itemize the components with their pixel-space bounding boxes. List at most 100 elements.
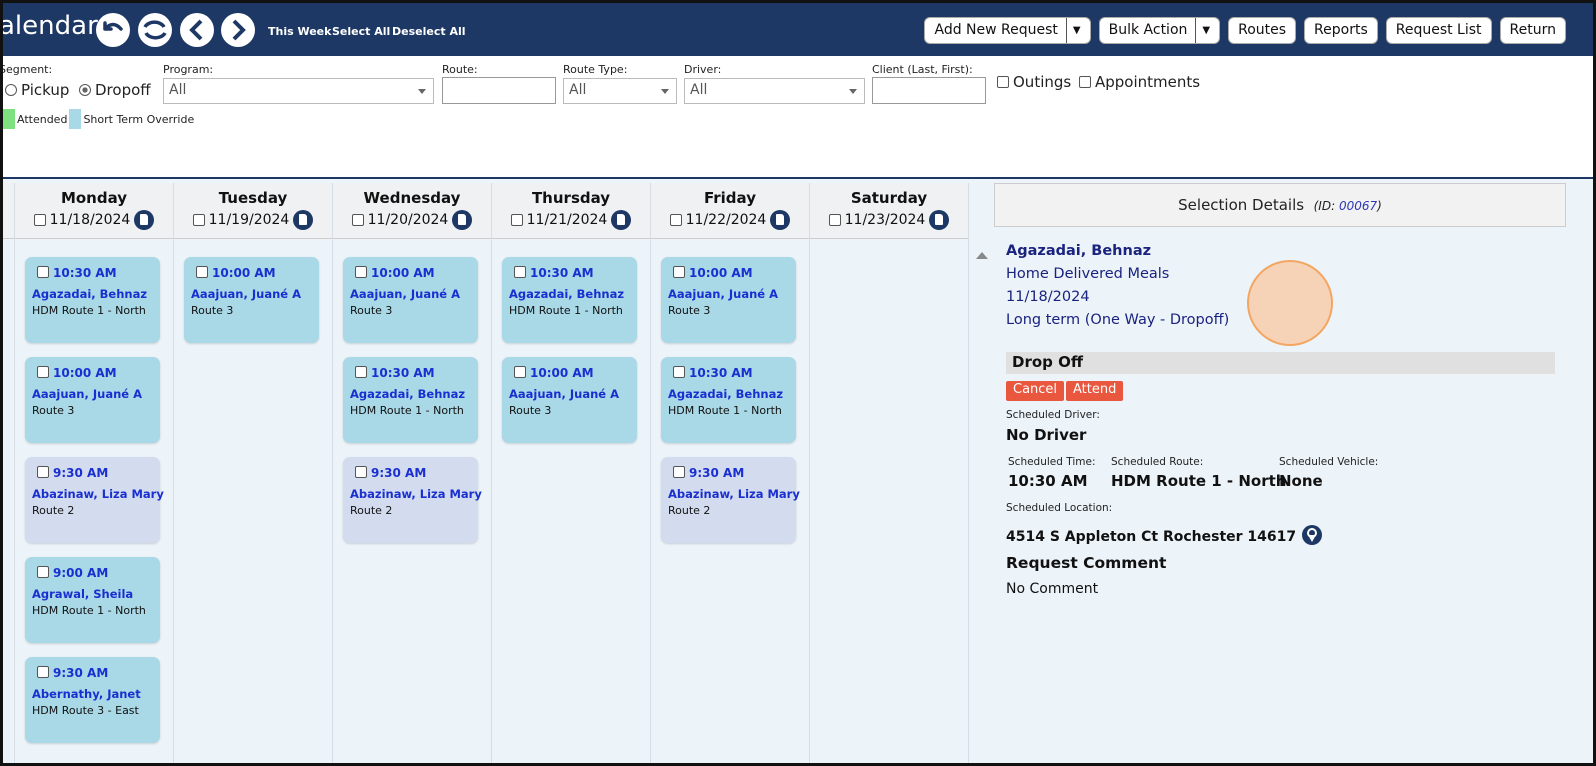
- day-header: Thursday 11/21/2024: [492, 183, 650, 239]
- appointment-card[interactable]: 9:30 AM Abazinaw, Liza Mary Route 2: [343, 457, 482, 543]
- appointment-card[interactable]: 9:30 AM Abazinaw, Liza Mary Route 2: [661, 457, 800, 543]
- location-value: 4514 S Appleton Ct Rochester 14617: [1006, 524, 1323, 546]
- day-checkbox[interactable]: [669, 214, 682, 226]
- route-type-select[interactable]: All: [563, 78, 677, 104]
- card-checkbox[interactable]: [37, 366, 49, 378]
- appointment-card[interactable]: 9:30 AM Abazinaw, Liza Mary Route 2: [25, 457, 164, 543]
- card-time-text: 10:30 AM: [53, 266, 117, 280]
- header-button[interactable]: Bulk Action ▼: [1098, 17, 1221, 44]
- card-route: Route 2: [350, 504, 393, 517]
- dropdown-caret[interactable]: ▼: [1195, 18, 1210, 43]
- field-value: HDM Route 1 - North: [1111, 472, 1287, 490]
- select-all-link[interactable]: Select All: [332, 25, 391, 38]
- header-button[interactable]: Add New Request ▼: [924, 17, 1091, 44]
- card-checkbox[interactable]: [355, 366, 367, 378]
- this-week-link[interactable]: This Week: [268, 25, 332, 38]
- card-time-text: 9:30 AM: [689, 466, 745, 480]
- map-pin[interactable]: [1301, 524, 1323, 546]
- route-input[interactable]: [442, 77, 556, 104]
- day-checkbox[interactable]: [33, 214, 46, 226]
- card-time-text: 9:30 AM: [371, 466, 427, 480]
- comment-text: No Comment: [1006, 581, 1099, 597]
- day-date-text: 11/18/2024: [49, 212, 131, 228]
- day-doc-icon[interactable]: [293, 210, 314, 230]
- card-route: HDM Route 1 - North: [668, 404, 782, 417]
- driver-select[interactable]: All: [684, 78, 865, 104]
- button-text: Reports: [1314, 22, 1368, 38]
- card-checkbox[interactable]: [37, 266, 49, 278]
- day-checkbox[interactable]: [828, 214, 841, 226]
- card-checkbox[interactable]: [196, 266, 208, 278]
- card-checkbox[interactable]: [514, 366, 526, 378]
- day-checkbox[interactable]: [510, 214, 523, 226]
- client-input[interactable]: [872, 77, 986, 104]
- pickup-option[interactable]: Pickup: [5, 81, 69, 99]
- appointment-card[interactable]: 10:00 AM Aaajuan, Juané A Route 3: [502, 357, 637, 443]
- appointment-card[interactable]: 10:00 AM Aaajuan, Juané A Route 3: [184, 257, 319, 343]
- cancel-button[interactable]: Cancel: [1006, 381, 1065, 401]
- appointment-card[interactable]: 9:00 AM Agrawal, Sheila HDM Route 1 - Nort…: [25, 557, 160, 643]
- card-time-text: 10:30 AM: [371, 366, 435, 380]
- appointment-card[interactable]: 10:00 AM Aaajuan, Juané A Route 3: [25, 357, 160, 443]
- program-select[interactable]: All: [163, 78, 434, 104]
- day-doc-icon[interactable]: [134, 210, 155, 230]
- appointment-card[interactable]: 10:30 AM Agazadai, Behnaz HDM Route 1 - No…: [661, 357, 796, 443]
- attend-button[interactable]: Attend: [1066, 381, 1124, 401]
- card-checkbox[interactable]: [673, 266, 685, 278]
- button-text: Request List: [1395, 22, 1482, 38]
- header-button[interactable]: Return: [1499, 17, 1566, 44]
- card-time-text: 9:30 AM: [53, 666, 109, 680]
- day-date-text: 11/23/2024: [844, 212, 926, 228]
- day-doc-icon[interactable]: [770, 210, 791, 230]
- header-button[interactable]: Routes: [1228, 17, 1297, 44]
- day-doc-icon[interactable]: [929, 210, 950, 230]
- outings-text: Outings: [1013, 73, 1072, 91]
- card-time-text: 10:30 AM: [689, 366, 753, 380]
- appointment-card[interactable]: 10:00 AM Aaajuan, Juané A Route 3: [661, 257, 796, 343]
- day-doc-icon[interactable]: [452, 210, 473, 230]
- details-client: Agazadai, Behnaz: [1006, 243, 1152, 259]
- card-checkbox[interactable]: [37, 666, 49, 678]
- pickup-text: Pickup: [21, 81, 70, 99]
- header-bar: alendar This Week Select All Deselect Al…: [3, 3, 1593, 56]
- appointments-checkbox[interactable]: Appointments: [1079, 73, 1200, 91]
- header-button[interactable]: Request List: [1385, 17, 1492, 44]
- card-checkbox[interactable]: [514, 266, 526, 278]
- day-date: 11/23/2024: [810, 210, 968, 230]
- day-checkbox[interactable]: [351, 214, 364, 226]
- appointment-card[interactable]: 10:30 AM Agazadai, Behnaz HDM Route 1 - No…: [25, 257, 160, 343]
- outings-checkbox[interactable]: Outings: [997, 73, 1071, 91]
- day-header: Wednesday 11/20/2024: [333, 183, 491, 239]
- appointment-card[interactable]: 9:30 AM Abernathy, Janet HDM Route 3 - Eas…: [25, 657, 160, 743]
- driver-label: Scheduled Driver:: [1006, 409, 1100, 421]
- card-time: 10:00 AM: [196, 266, 276, 280]
- card-checkbox[interactable]: [355, 266, 367, 278]
- appointment-card[interactable]: 10:30 AM Agazadai, Behnaz HDM Route 1 - No…: [502, 257, 637, 343]
- collapse-arrow[interactable]: [975, 250, 989, 260]
- deselect-all-link[interactable]: Deselect All: [392, 25, 466, 38]
- day-checkbox[interactable]: [192, 214, 205, 226]
- day-doc-icon[interactable]: [611, 210, 632, 230]
- card-checkbox[interactable]: [673, 366, 685, 378]
- undo-icon[interactable]: [96, 13, 130, 47]
- header-button[interactable]: Reports: [1304, 17, 1378, 44]
- card-checkbox[interactable]: [37, 566, 49, 578]
- card-checkbox[interactable]: [355, 466, 367, 478]
- button-text: Return: [1509, 22, 1556, 38]
- card-time: 9:30 AM: [37, 466, 108, 480]
- card-client: Agazadai, Behnaz: [32, 287, 148, 301]
- card-checkbox[interactable]: [673, 466, 685, 478]
- button-text: Routes: [1238, 22, 1287, 38]
- appointment-card[interactable]: 10:00 AM Aaajuan, Juané A Route 3: [343, 257, 478, 343]
- card-client: Aaajuan, Juané A: [191, 287, 301, 301]
- refresh-icon[interactable]: [138, 13, 172, 47]
- location-label: Scheduled Location:: [1006, 502, 1113, 514]
- card-time: 10:00 AM: [514, 366, 594, 380]
- prev-icon[interactable]: [180, 13, 214, 47]
- next-icon[interactable]: [221, 13, 255, 47]
- dropdown-caret[interactable]: ▼: [1065, 18, 1081, 43]
- dropoff-option[interactable]: Dropoff: [79, 81, 151, 99]
- appointment-card[interactable]: 10:30 AM Agazadai, Behnaz HDM Route 1 - No…: [343, 357, 478, 443]
- card-time-text: 10:00 AM: [371, 266, 435, 280]
- card-checkbox[interactable]: [37, 466, 49, 478]
